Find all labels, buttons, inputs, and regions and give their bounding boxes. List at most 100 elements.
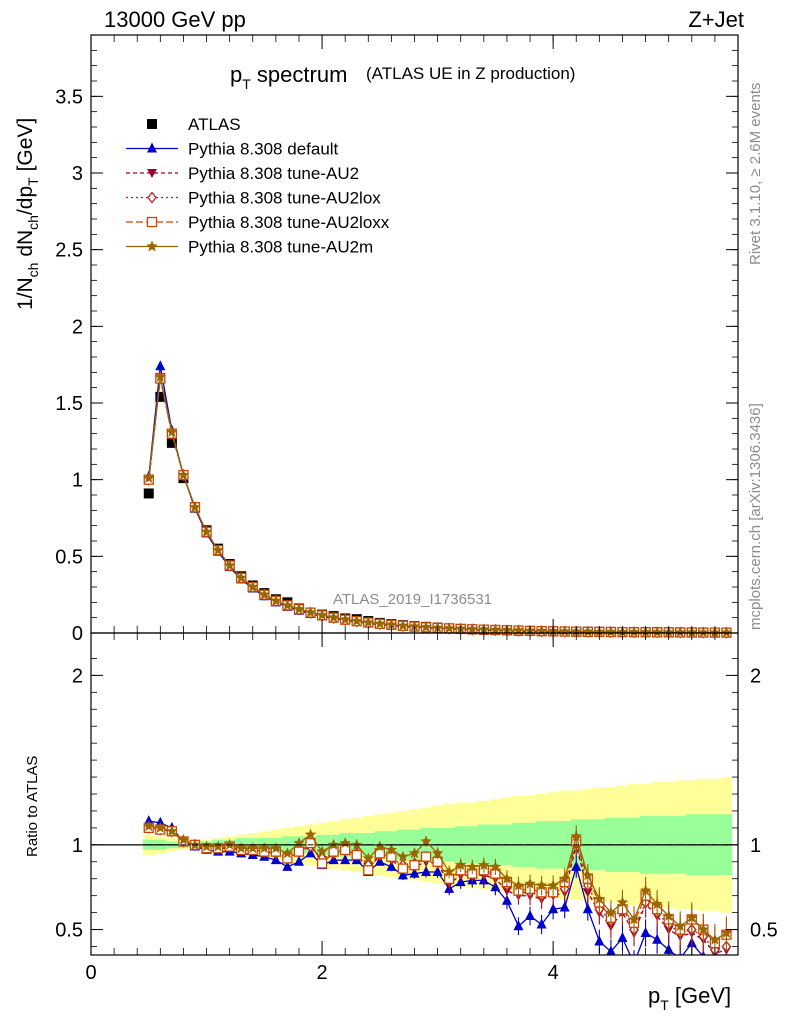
point-au2m (166, 426, 178, 437)
point-au2m (397, 619, 409, 631)
ratio-point-au2loxx (420, 851, 432, 862)
legend-marker-default (147, 142, 157, 153)
ratio-point-default (386, 860, 397, 871)
ratio-point-au2m (374, 840, 386, 852)
ratio-point-au2m (628, 913, 640, 925)
ratio-point-default (652, 933, 663, 944)
legend-label-au2loxx: Pythia 8.308 tune-AU2loxx (188, 213, 390, 232)
ratio-point-au2m (593, 893, 606, 904)
ratio-point-default (536, 918, 547, 929)
point-au2m (674, 626, 686, 638)
ratio-point-au2m (524, 877, 536, 889)
ratio-point-au2m (397, 850, 409, 862)
legend-marker-atlas (147, 119, 157, 129)
ratio-point-au2m (570, 830, 582, 842)
point-au2m (339, 613, 351, 625)
point-au2m (385, 618, 398, 630)
ratio-point-au2m (166, 825, 178, 837)
ratio-point-au2m (385, 843, 398, 855)
point-au2m (443, 622, 455, 634)
legend: ATLAS Pythia 8.308 default Pythia 8.308 tu… (126, 115, 390, 257)
legend-label-au2m: Pythia 8.308 tune-AU2m (188, 238, 373, 257)
point-au2m (605, 626, 617, 637)
ratio-point-default (513, 920, 524, 931)
main-plot (143, 360, 733, 639)
ratio-point-au2m (674, 920, 686, 931)
y-tick-label-main: 1 (72, 470, 83, 492)
ratio-point-default (721, 957, 731, 967)
ratio-point-au2m (455, 859, 467, 870)
legend-item-au2lox: Pythia 8.308 tune-AU2lox (126, 189, 381, 208)
point-au2m (293, 603, 305, 615)
point-au2m (304, 606, 317, 618)
y-tick-label-main: 2 (72, 316, 83, 338)
ratio-point-default (282, 860, 293, 871)
ratio-plot (143, 815, 733, 967)
y-tick-label-main: 1.5 (55, 393, 83, 415)
ratio-point-au2m (466, 860, 478, 872)
point-au2m (582, 625, 594, 637)
ratio-point-default (409, 867, 420, 878)
y-tick-label-main: 0 (72, 623, 83, 645)
ratio-point-au2m (154, 821, 166, 833)
legend-marker-au2 (147, 169, 157, 178)
ratio-point-default (678, 952, 682, 955)
ratio-point-au2m (316, 845, 328, 857)
y-tick-label-ratio-right: 0.5 (750, 920, 778, 942)
ratio-point-default (525, 910, 536, 921)
point-au2m (720, 626, 733, 638)
point-au2m (351, 615, 363, 626)
point-default (155, 360, 166, 371)
ratio-point-au2m (489, 860, 502, 872)
point-au2m (270, 594, 282, 606)
ratio-point-au2m (431, 847, 444, 859)
y-tick-label-ratio: 1 (72, 835, 83, 857)
analysis-id: ATLAS_2019_I1736531 (333, 591, 492, 608)
ratio-point-default (606, 945, 616, 955)
point-atlas (166, 437, 177, 448)
legend-item-atlas: ATLAS (147, 115, 241, 134)
point-au2m (316, 609, 328, 621)
point-au2m (697, 626, 709, 638)
legend-item-au2: Pythia 8.308 tune-AU2 (126, 164, 359, 183)
ratio-point-au2m (223, 838, 236, 850)
y-tick-label-main: 3.5 (55, 86, 83, 108)
ratio-point-au2m (535, 879, 548, 891)
point-au2m (408, 620, 421, 632)
ratio-point-au2loxx (293, 846, 305, 857)
point-au2m (235, 571, 247, 583)
legend-label-atlas: ATLAS (188, 115, 241, 134)
legend-label-default: Pythia 8.308 default (188, 140, 339, 159)
ratio-point-default (143, 815, 154, 826)
ratio-point-au2m (512, 879, 525, 891)
ratio-point-au2loxx (409, 860, 420, 871)
legend-item-default: Pythia 8.308 default (126, 140, 339, 159)
ratio-point-default (571, 860, 582, 871)
header-process: Z+Jet (688, 7, 744, 32)
ratio-point-au2m (547, 879, 559, 891)
y-tick-label-main: 2.5 (55, 240, 83, 262)
ratio-point-au2m (351, 838, 363, 850)
ratio-series-au2m (143, 820, 733, 955)
ratio-point-au2m (247, 842, 259, 854)
y-tick-label-ratio: 2 (72, 665, 83, 687)
point-au2m (651, 626, 663, 638)
point-au2m (143, 472, 155, 483)
ratio-point-au2m (709, 933, 721, 945)
ratio-point-au2m (582, 869, 594, 881)
ratio-point-au2m (559, 872, 571, 884)
x-tick-label: 0 (85, 962, 96, 984)
point-au2m (200, 525, 213, 537)
ratio-point-au2m (281, 847, 294, 859)
ratio-point-au2m (663, 910, 675, 921)
legend-label-au2lox: Pythia 8.308 tune-AU2lox (188, 189, 381, 208)
ratio-point-au2m (651, 898, 663, 909)
ratio-point-default (432, 865, 443, 876)
legend-marker-au2m (146, 240, 158, 252)
ratio-point-au2m (212, 840, 224, 852)
x-tick-label: 4 (548, 962, 559, 984)
point-au2m (281, 599, 294, 611)
point-au2m (420, 621, 432, 632)
axes: 00.511.522.533.50.5 0.51 12 20 2 4 (55, 35, 778, 984)
